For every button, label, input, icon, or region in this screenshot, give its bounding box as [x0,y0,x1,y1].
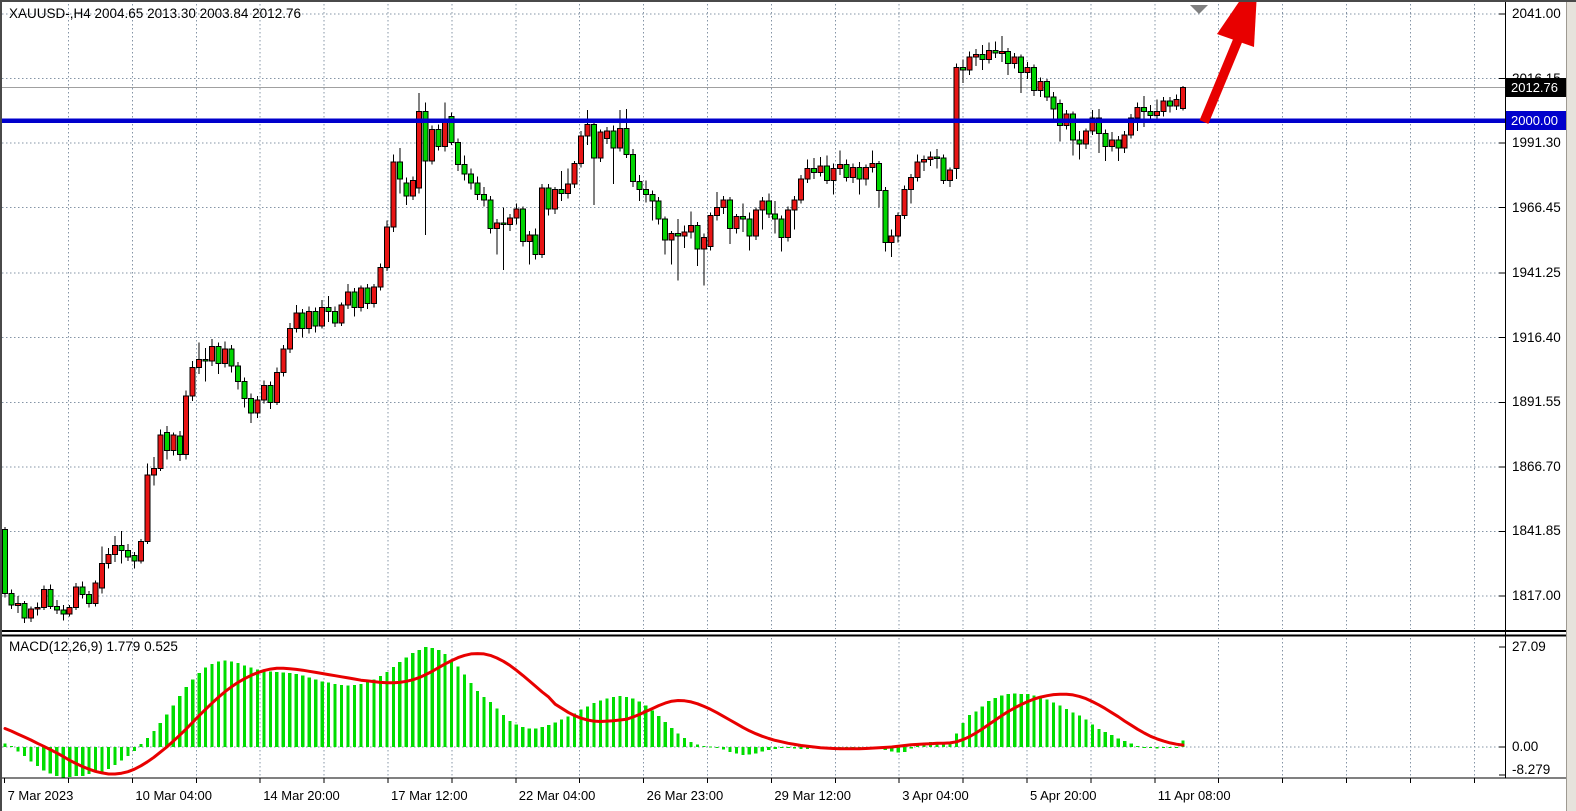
current-price-badge: 2012.76 [1506,77,1572,97]
price-axis-label: 2041.00 [1512,6,1561,21]
time-axis-label: 5 Apr 20:00 [1030,788,1097,803]
price-axis-label: 1817.00 [1512,587,1561,603]
price-axis-label: 1841.85 [1512,523,1561,539]
time-axis-label: 26 Mar 23:00 [646,788,724,803]
time-axis-label: 11 Apr 08:00 [1157,788,1231,803]
price-axis-label: 1866.70 [1512,458,1561,474]
macd-axis-label: -8.279 [1512,762,1551,777]
time-axis-label: 22 Mar 04:00 [518,788,596,803]
price-axis-label: 1966.45 [1512,199,1561,215]
macd-axis-label: 0.00 [1512,739,1539,754]
macd-indicator-label: MACD(12,26,9) 1.779 0.525 [9,639,178,654]
price-axis-label: 1891.55 [1512,394,1561,410]
time-axis-label: 17 Mar 12:00 [391,788,468,803]
symbol-title: XAUUSD-,H4 2004.65 2013.30 2003.84 2012.… [9,6,301,21]
price-axis-label: 1991.30 [1512,135,1561,151]
window-edge-strip [1566,2,1576,811]
price-axis-label: 1941.25 [1512,265,1561,281]
level-price-badge: 2000.00 [1506,111,1572,131]
time-axis-label: 3 Apr 04:00 [902,788,969,803]
macd-axis-label: 27.09 [1512,638,1546,654]
price-axis-label: 1916.40 [1512,329,1561,345]
time-axis-label: 14 Mar 20:00 [263,788,340,803]
time-axis-label: 29 Mar 12:00 [774,788,851,803]
time-axis-label: 7 Mar 2023 [7,788,74,803]
time-axis-label: 10 Mar 04:00 [135,788,212,803]
